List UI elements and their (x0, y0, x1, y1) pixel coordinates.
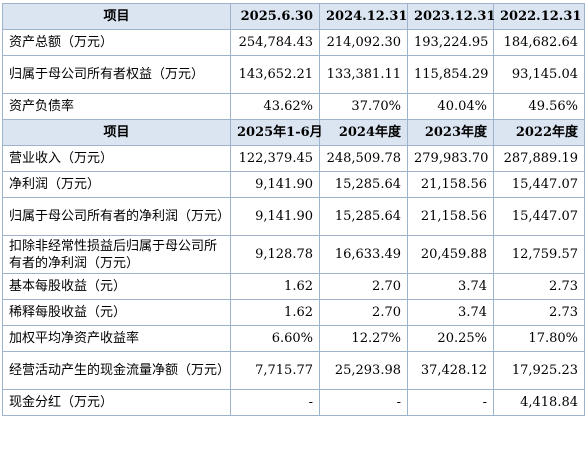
row-label: 扣除非经常性损益后归属于母公司所有者的净利润（万元） (2, 235, 231, 274)
row-value: 3.74 (407, 273, 494, 300)
row-value: - (319, 389, 408, 416)
header-cell: 项目 (2, 3, 231, 30)
row-value: - (230, 389, 320, 416)
row-value: - (407, 389, 494, 416)
table-row: 扣除非经常性损益后归属于母公司所有者的净利润（万元） 9,128.78 16,6… (2, 235, 585, 274)
row-value: 15,447.07 (493, 197, 585, 236)
table-header-row: 项目 2025.6.30 2024.12.31 2023.12.31 2022.… (2, 3, 585, 30)
header-cell: 2024.12.31 (319, 3, 408, 30)
header-cell: 2023年度 (407, 119, 494, 146)
row-value: 279,983.70 (407, 145, 494, 172)
row-value: 2.70 (319, 273, 408, 300)
row-value: 254,784.43 (230, 29, 320, 56)
row-label: 基本每股收益（元） (2, 273, 231, 300)
row-label: 经营活动产生的现金流量净额（万元） (2, 351, 231, 390)
row-value: 9,141.90 (230, 171, 320, 198)
row-value: 133,381.11 (319, 55, 408, 94)
row-value: 15,285.64 (319, 197, 408, 236)
row-value: 193,224.95 (407, 29, 494, 56)
row-value: 4,418.84 (493, 389, 585, 416)
row-label: 净利润（万元） (2, 171, 231, 198)
row-value: 93,145.04 (493, 55, 585, 94)
row-value: 1.62 (230, 299, 320, 326)
row-value: 17.80% (493, 325, 585, 352)
row-value: 2.73 (493, 273, 585, 300)
header-cell: 2023.12.31 (407, 3, 495, 30)
table-header-row: 项目 2025年1-6月 2024年度 2023年度 2022年度 (2, 119, 585, 146)
table-row: 归属于母公司所有者的净利润（万元） 9,141.90 15,285.64 21,… (2, 197, 585, 236)
row-label: 稀释每股收益（元） (2, 299, 231, 326)
row-value: 16,633.49 (319, 235, 408, 274)
table-row: 经营活动产生的现金流量净额（万元） 7,715.77 25,293.98 37,… (2, 351, 585, 390)
table-row: 净利润（万元） 9,141.90 15,285.64 21,158.56 15,… (2, 171, 585, 198)
row-label: 归属于母公司所有者权益（万元） (2, 55, 231, 94)
table-row: 资产负债率 43.62% 37.70% 40.04% 49.56% (2, 93, 585, 120)
row-value: 37,428.12 (407, 351, 494, 390)
row-value: 37.70% (319, 93, 408, 120)
row-label: 资产负债率 (2, 93, 231, 120)
header-cell: 项目 (2, 119, 231, 146)
row-value: 2.70 (319, 299, 408, 326)
row-value: 12.27% (319, 325, 408, 352)
row-label: 现金分红（万元） (2, 389, 231, 416)
row-value: 15,447.07 (493, 171, 585, 198)
financial-data-table: 项目 2025.6.30 2024.12.31 2023.12.31 2022.… (2, 3, 585, 416)
row-value: 9,128.78 (230, 235, 320, 274)
row-value: 3.74 (407, 299, 494, 326)
row-value: 40.04% (407, 93, 494, 120)
header-cell: 2024年度 (319, 119, 408, 146)
row-value: 20,459.88 (407, 235, 494, 274)
row-value: 43.62% (230, 93, 320, 120)
row-value: 115,854.29 (407, 55, 494, 94)
header-cell: 2022.12.31 (493, 3, 585, 30)
table-row: 归属于母公司所有者权益（万元） 143,652.21 133,381.11 11… (2, 55, 585, 94)
row-value: 21,158.56 (407, 197, 494, 236)
table-row: 现金分红（万元） - - - 4,418.84 (2, 389, 585, 416)
row-value: 122,379.45 (230, 145, 320, 172)
row-value: 49.56% (493, 93, 585, 120)
table-row: 加权平均净资产收益率 6.60% 12.27% 20.25% 17.80% (2, 325, 585, 352)
row-value: 287,889.19 (493, 145, 585, 172)
row-value: 214,092.30 (319, 29, 408, 56)
row-value: 7,715.77 (230, 351, 320, 390)
row-value: 12,759.57 (493, 235, 585, 274)
header-cell: 2022年度 (493, 119, 585, 146)
row-label: 营业收入（万元） (2, 145, 231, 172)
table-row: 基本每股收益（元） 1.62 2.70 3.74 2.73 (2, 273, 585, 300)
table-row: 资产总额（万元） 254,784.43 214,092.30 193,224.9… (2, 29, 585, 56)
row-value: 184,682.64 (493, 29, 585, 56)
row-label: 加权平均净资产收益率 (2, 325, 231, 352)
row-value: 17,925.23 (493, 351, 585, 390)
row-value: 143,652.21 (230, 55, 320, 94)
table-row: 稀释每股收益（元） 1.62 2.70 3.74 2.73 (2, 299, 585, 326)
header-cell: 2025年1-6月 (230, 119, 323, 146)
row-label: 归属于母公司所有者的净利润（万元） (2, 197, 231, 236)
row-label: 资产总额（万元） (2, 29, 231, 56)
header-cell: 2025.6.30 (230, 3, 320, 30)
row-value: 21,158.56 (407, 171, 494, 198)
row-value: 6.60% (230, 325, 320, 352)
row-value: 2.73 (493, 299, 585, 326)
row-value: 20.25% (407, 325, 494, 352)
table-row: 营业收入（万元） 122,379.45 248,509.78 279,983.7… (2, 145, 585, 172)
row-value: 248,509.78 (319, 145, 408, 172)
row-value: 9,141.90 (230, 197, 320, 236)
row-value: 1.62 (230, 273, 320, 300)
row-value: 15,285.64 (319, 171, 408, 198)
row-value: 25,293.98 (319, 351, 408, 390)
